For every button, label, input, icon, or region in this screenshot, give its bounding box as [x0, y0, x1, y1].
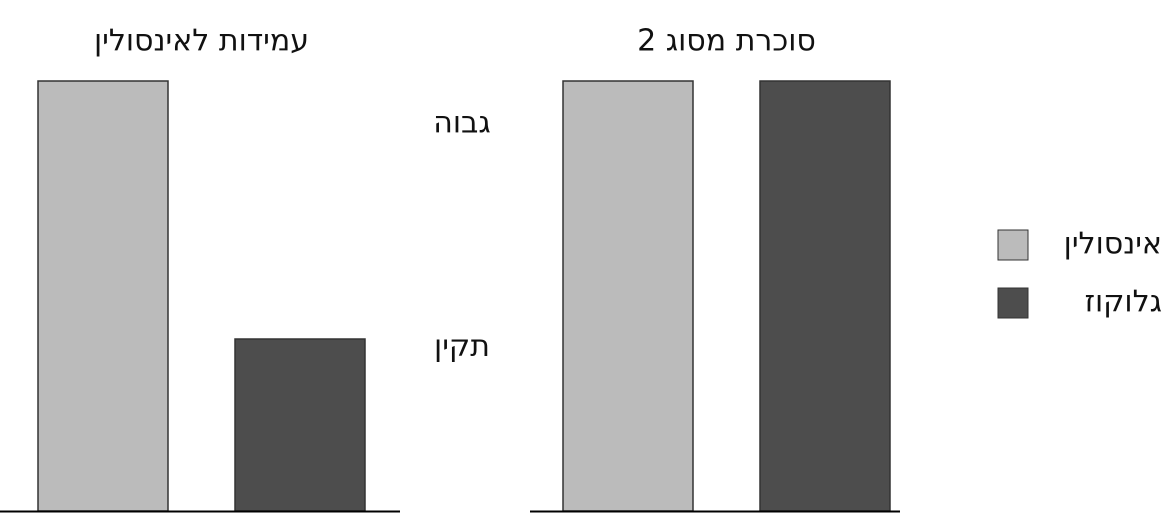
panel-title: עמידות לאינסולין: [94, 24, 309, 59]
bar: [562, 80, 694, 512]
legend-label: אינסולין: [1064, 227, 1162, 262]
legend-label: גלוקוז: [1085, 285, 1162, 320]
bar: [759, 80, 891, 512]
bar: [37, 80, 169, 512]
y-tick-label: תקין: [434, 329, 490, 364]
y-tick-label: גבוה: [433, 106, 490, 141]
panel-title: סוכרת מסוג 2: [637, 24, 816, 59]
legend-swatch: [997, 287, 1029, 319]
legend-swatch: [997, 229, 1029, 261]
bar: [234, 338, 366, 512]
